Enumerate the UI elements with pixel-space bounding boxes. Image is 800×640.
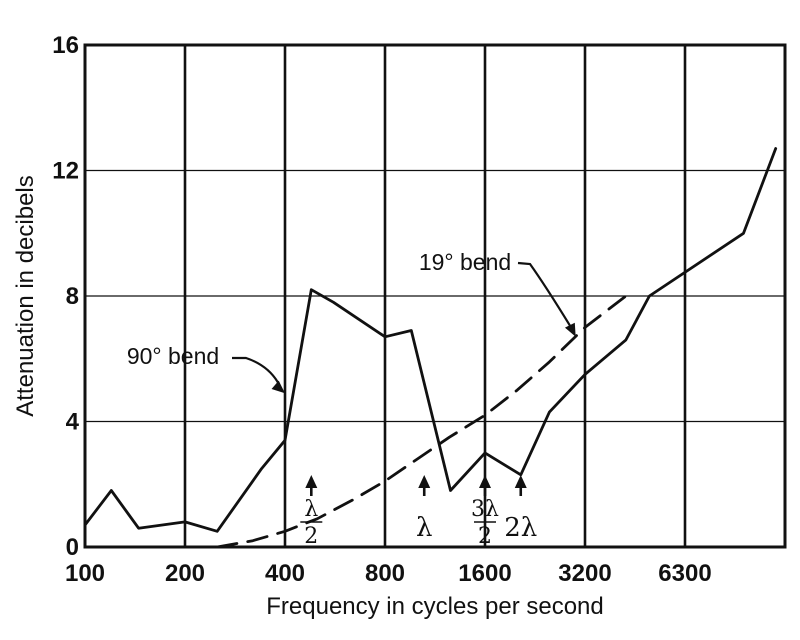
- leader-line-19-bend: [517, 261, 572, 328]
- x-tick-label: 100: [65, 560, 105, 587]
- marker-arrow-head: [479, 475, 491, 488]
- grid-lines: [85, 45, 785, 547]
- marker-arrow-head: [514, 475, 527, 488]
- marker-label-denominator: 2: [304, 524, 318, 549]
- series-layer: [83, 147, 778, 549]
- series-line-1: [83, 147, 778, 533]
- arrowhead-90-bend: [271, 380, 285, 394]
- leader-line-90-bend: [232, 356, 281, 387]
- marker-label-numerator: 3λ: [471, 497, 499, 522]
- x-tick-label: 400: [265, 560, 305, 587]
- y-tick-label: 16: [52, 32, 79, 59]
- marker-label-denominator: 2: [478, 524, 492, 549]
- y-tick-label: 0: [66, 534, 79, 561]
- y-tick-label: 12: [52, 158, 79, 185]
- marker-label: 2λ: [504, 513, 537, 543]
- annotation-19-bend: 19° bend: [419, 249, 511, 275]
- y-axis-label: Attenuation in decibels: [12, 175, 39, 417]
- x-tick-label: 800: [365, 560, 405, 587]
- marker-label-numerator: λ: [304, 497, 318, 522]
- y-tick-labels: 0 4 8 12 16: [52, 32, 79, 561]
- x-tick-label: 1600: [458, 560, 511, 587]
- marker-label: λ: [416, 513, 432, 543]
- marker-arrow-head: [418, 475, 431, 488]
- y-tick-label: 8: [66, 283, 79, 310]
- x-axis-label: Frequency in cycles per second: [266, 593, 604, 620]
- x-tick-label: 3200: [558, 560, 611, 587]
- x-tick-label: 200: [165, 560, 205, 587]
- x-tick-labels: 100 200 400 800 1600 3200 6300: [65, 560, 712, 587]
- marker-arrow-head: [305, 475, 318, 488]
- x-tick-label: 6300: [658, 560, 711, 587]
- annotations: 90° bend 19° bend: [127, 249, 576, 394]
- annotation-90-bend: 90° bend: [127, 343, 219, 369]
- series-line-2: [215, 294, 628, 549]
- arrowhead-19-bend: [564, 322, 576, 337]
- y-tick-label: 4: [66, 409, 80, 436]
